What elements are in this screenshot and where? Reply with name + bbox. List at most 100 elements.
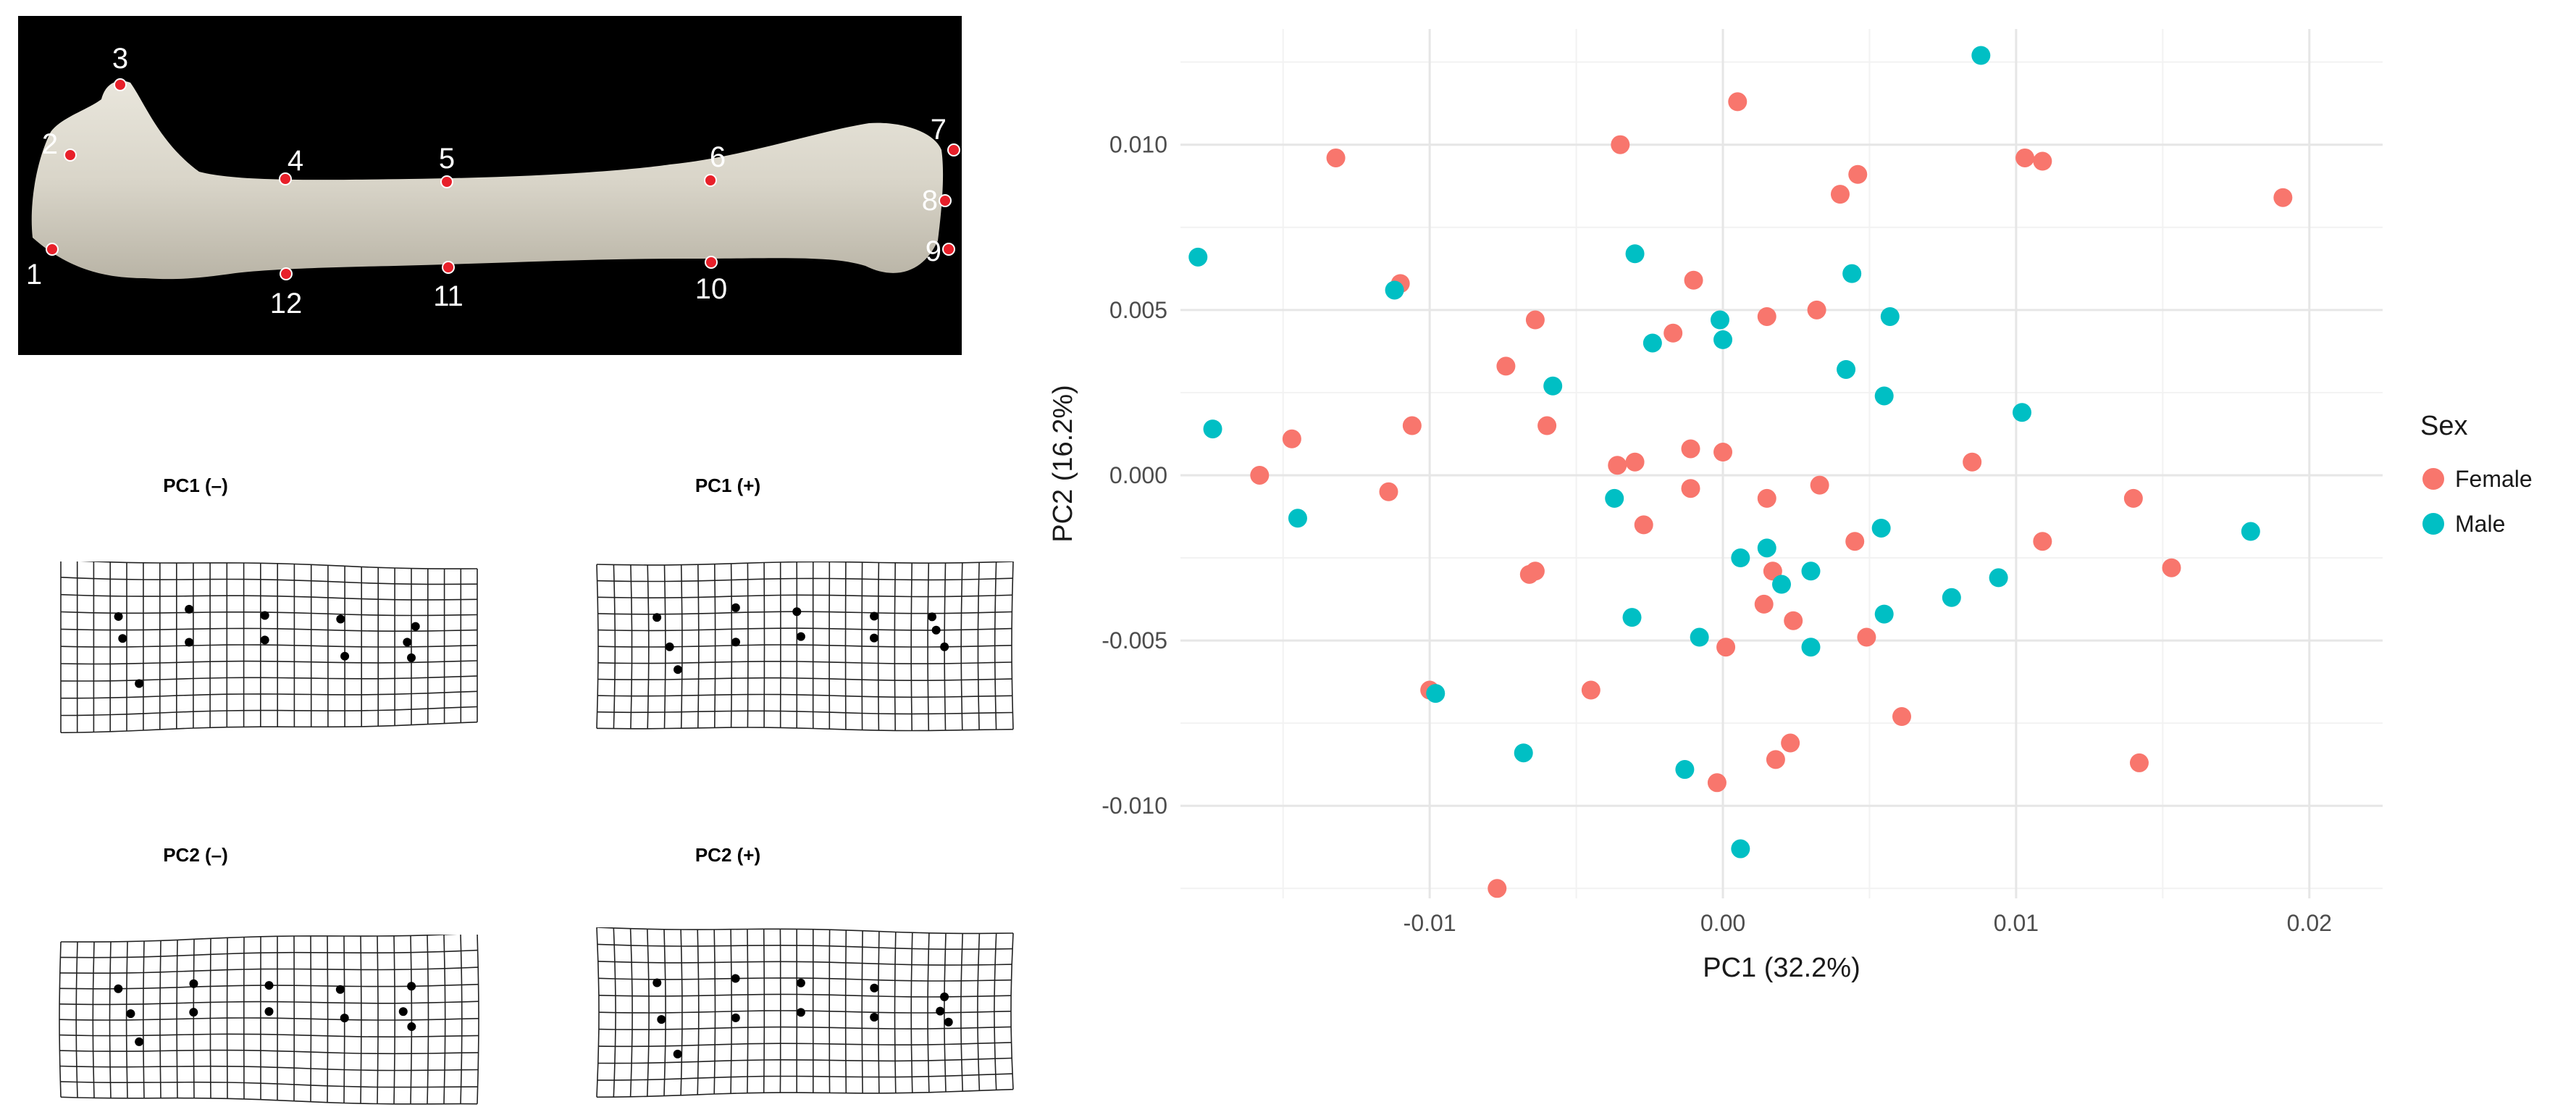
point-female — [1707, 773, 1727, 793]
point-female — [1716, 638, 1736, 657]
point-female — [1713, 443, 1733, 462]
landmark-dot-2 — [64, 149, 77, 162]
point-male — [1385, 280, 1404, 300]
point-male — [1874, 604, 1894, 624]
point-female — [1807, 300, 1826, 320]
point-male — [1288, 509, 1307, 528]
grid-landmark-2-10 — [928, 612, 937, 622]
point-female — [1525, 561, 1545, 581]
grid-landmark-4-4 — [731, 974, 740, 983]
point-male — [1874, 386, 1894, 406]
point-male — [1971, 46, 1991, 65]
grid-landmark-2-7 — [796, 632, 805, 641]
grid-landmark-4-7 — [796, 1008, 805, 1017]
point-male — [1801, 638, 1821, 657]
deformation-grid-2 — [596, 561, 1014, 732]
point-male — [1731, 839, 1750, 859]
grid-landmark-1-4 — [185, 604, 194, 614]
y-tick-label: 0.010 — [1109, 132, 1167, 158]
landmark-label-12: 12 — [270, 288, 303, 320]
point-male — [1757, 538, 1776, 558]
grid-landmark-3-10 — [407, 982, 416, 991]
landmark-dot-8 — [939, 194, 952, 207]
grid-landmark-3-8 — [335, 985, 345, 994]
grid-landmark-3-1 — [114, 984, 123, 993]
point-female — [1784, 611, 1803, 630]
point-male — [1605, 488, 1624, 508]
grid-landmark-1-3 — [135, 679, 144, 688]
point-male — [1625, 244, 1645, 264]
legend: Sex Female Male — [2420, 411, 2533, 537]
landmark-label-4: 4 — [288, 145, 303, 177]
point-male — [1543, 376, 1563, 396]
point-female — [1892, 707, 1911, 727]
point-female — [1326, 148, 1346, 167]
landmark-dot-4 — [279, 172, 292, 185]
bone-photo-panel: 1 2 3 4 5 6 7 8 9 10 11 12 — [18, 16, 962, 355]
grid-landmark-4-6 — [796, 978, 805, 987]
landmark-label-8: 8 — [922, 185, 938, 217]
y-axis-ticks: -0.010 -0.005 0.000 0.005 0.010 — [1102, 132, 1167, 819]
point-male — [1690, 627, 1709, 647]
landmark-dot-5 — [440, 175, 453, 188]
landmark-dot-3 — [114, 78, 127, 91]
grid-title-2: PC1 (+) — [695, 475, 761, 496]
point-female — [2033, 532, 2052, 551]
landmark-label-10: 10 — [695, 273, 728, 305]
grid-title-4: PC2 (+) — [695, 844, 761, 866]
grid-landmark-1-12 — [407, 653, 416, 662]
point-male — [1713, 330, 1733, 349]
landmark-label-7: 7 — [931, 114, 947, 146]
point-female — [1766, 750, 1785, 769]
y-tick-label: -0.010 — [1102, 793, 1167, 819]
point-male — [1880, 306, 1900, 326]
grid-landmark-4-10 — [940, 992, 949, 1001]
grid-landmark-1-8 — [336, 614, 345, 624]
deformation-grid-1 — [60, 561, 478, 733]
grid-landmark-2-11 — [931, 625, 941, 635]
landmark-label-2: 2 — [42, 128, 58, 160]
grid-landmark-4-8 — [870, 983, 879, 993]
grid-landmark-3-9 — [340, 1014, 349, 1023]
point-female — [1496, 356, 1516, 376]
point-male — [1203, 419, 1222, 439]
grid-landmark-3-5 — [189, 1008, 198, 1017]
grid-landmark-1-5 — [185, 638, 194, 647]
landmark-label-1: 1 — [26, 259, 42, 291]
point-female — [2129, 753, 2149, 772]
pca-scatter-plot: -0.01 0.00 0.01 0.02 -0.010 -0.005 0.000 0.005… — [1048, 29, 2533, 983]
point-female — [1488, 879, 1507, 898]
grid-landmark-3-4 — [189, 979, 198, 988]
landmark-dot-10 — [705, 256, 718, 269]
point-female — [1581, 680, 1600, 700]
legend-key-female — [2422, 468, 2444, 490]
x-tick-label: -0.01 — [1404, 910, 1456, 936]
point-female — [1757, 488, 1776, 508]
landmark-dot-12 — [280, 267, 293, 280]
landmark-dot-9 — [942, 243, 955, 256]
grid-landmark-2-3 — [674, 665, 683, 675]
legend-title: Sex — [2420, 411, 2467, 441]
point-male — [1188, 247, 1208, 267]
point-male — [1772, 575, 1791, 594]
grid-landmark-4-5 — [731, 1013, 740, 1022]
point-male — [1642, 333, 1662, 353]
deformation-grid-4 — [596, 927, 1014, 1098]
point-female — [1810, 475, 1829, 495]
landmark-dot-11 — [442, 261, 455, 274]
point-male — [1514, 743, 1533, 763]
point-male — [1871, 518, 1891, 538]
grid-landmark-2-5 — [731, 638, 741, 647]
point-female — [1857, 627, 1876, 647]
point-male — [2013, 403, 2031, 422]
point-female — [1611, 135, 1630, 154]
plot-gridlines — [1180, 29, 2383, 898]
point-female — [2123, 488, 2143, 508]
grid-landmark-2-2 — [665, 642, 674, 651]
grid-landmark-1-6 — [260, 611, 269, 620]
point-male — [1942, 588, 1961, 607]
point-female — [1681, 439, 1700, 459]
x-tick-label: 0.00 — [1700, 910, 1745, 936]
y-axis-title: PC2 (16.2%) — [1048, 385, 1078, 543]
grid-landmark-1-10 — [411, 622, 420, 631]
